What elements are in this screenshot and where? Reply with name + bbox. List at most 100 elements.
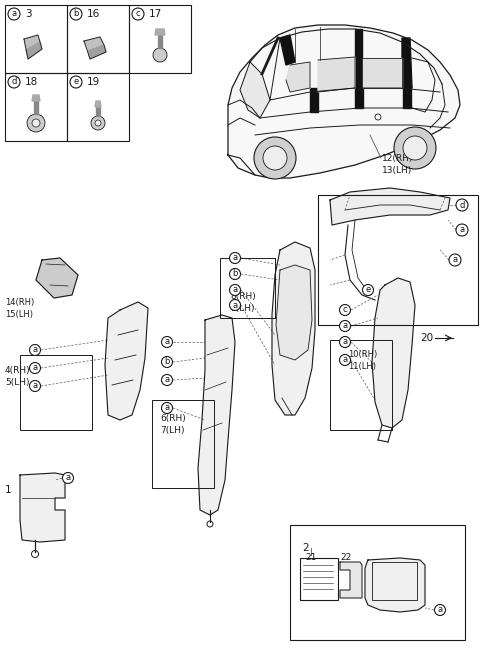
- Circle shape: [29, 344, 40, 356]
- Text: 5(LH): 5(LH): [5, 377, 29, 386]
- Text: b: b: [232, 270, 238, 279]
- Circle shape: [70, 8, 82, 20]
- Bar: [220, 258, 275, 318]
- Text: 18: 18: [25, 77, 38, 87]
- Polygon shape: [228, 25, 460, 178]
- Circle shape: [91, 116, 105, 130]
- Bar: [67, 5, 129, 73]
- Polygon shape: [355, 85, 363, 108]
- Text: 12(RH): 12(RH): [382, 154, 413, 163]
- Text: b: b: [164, 358, 170, 367]
- Polygon shape: [158, 35, 162, 48]
- Text: 14(RH): 14(RH): [5, 298, 34, 306]
- Circle shape: [362, 285, 373, 295]
- Bar: [290, 525, 465, 640]
- Text: a: a: [65, 474, 71, 483]
- Circle shape: [229, 253, 240, 264]
- Circle shape: [70, 76, 82, 88]
- Text: a: a: [165, 375, 169, 384]
- Text: 11(LH): 11(LH): [348, 363, 376, 371]
- Circle shape: [403, 136, 427, 160]
- Polygon shape: [355, 29, 362, 88]
- Circle shape: [394, 127, 436, 169]
- Text: a: a: [453, 255, 457, 264]
- Text: 19: 19: [87, 77, 100, 87]
- Text: 1: 1: [5, 485, 12, 495]
- Polygon shape: [96, 107, 100, 116]
- Circle shape: [456, 199, 468, 211]
- Polygon shape: [318, 57, 355, 92]
- Polygon shape: [240, 62, 270, 118]
- Polygon shape: [276, 265, 312, 360]
- Bar: [129, 5, 191, 73]
- Text: a: a: [232, 253, 238, 262]
- Text: 16: 16: [87, 9, 100, 19]
- Circle shape: [339, 321, 350, 331]
- Polygon shape: [272, 242, 315, 415]
- Text: 7(LH): 7(LH): [160, 426, 184, 434]
- Text: a: a: [342, 321, 348, 331]
- Bar: [5, 5, 67, 73]
- Circle shape: [161, 375, 172, 386]
- Text: 20: 20: [420, 333, 433, 343]
- Circle shape: [62, 472, 73, 483]
- Polygon shape: [280, 35, 295, 65]
- Text: 8(RH): 8(RH): [230, 291, 256, 300]
- Text: 21: 21: [305, 554, 316, 562]
- Text: a: a: [342, 356, 348, 365]
- Polygon shape: [330, 188, 450, 225]
- Polygon shape: [155, 29, 165, 35]
- Text: 9(LH): 9(LH): [230, 304, 254, 312]
- Circle shape: [161, 356, 172, 367]
- Polygon shape: [372, 278, 415, 428]
- Circle shape: [8, 76, 20, 88]
- Circle shape: [132, 8, 144, 20]
- Text: 10(RH): 10(RH): [348, 350, 377, 359]
- Polygon shape: [340, 562, 362, 598]
- Bar: [5, 73, 67, 141]
- Text: a: a: [459, 226, 465, 234]
- Text: c: c: [136, 9, 140, 18]
- Text: a: a: [437, 605, 443, 615]
- Polygon shape: [20, 473, 65, 542]
- Text: a: a: [165, 337, 169, 346]
- Polygon shape: [402, 38, 412, 88]
- Text: 4(RH): 4(RH): [5, 365, 31, 375]
- Polygon shape: [26, 42, 42, 59]
- Circle shape: [263, 146, 287, 170]
- Circle shape: [32, 119, 40, 127]
- Bar: [67, 73, 129, 141]
- Polygon shape: [34, 101, 38, 114]
- Polygon shape: [84, 37, 104, 51]
- Bar: [330, 340, 392, 430]
- Circle shape: [339, 354, 350, 365]
- Polygon shape: [24, 35, 40, 50]
- Text: e: e: [365, 285, 371, 295]
- Polygon shape: [286, 62, 310, 92]
- Polygon shape: [198, 315, 235, 515]
- Polygon shape: [365, 558, 425, 612]
- Circle shape: [339, 337, 350, 348]
- Circle shape: [449, 254, 461, 266]
- Text: a: a: [232, 300, 238, 310]
- Polygon shape: [88, 45, 106, 59]
- Bar: [300, 558, 338, 600]
- Text: 22: 22: [340, 554, 351, 562]
- Polygon shape: [95, 101, 101, 107]
- Text: c: c: [343, 306, 348, 314]
- Circle shape: [434, 604, 445, 615]
- Polygon shape: [32, 95, 40, 101]
- Text: a: a: [33, 382, 37, 390]
- Text: 6(RH): 6(RH): [160, 413, 186, 422]
- Text: a: a: [33, 363, 37, 373]
- Circle shape: [229, 268, 240, 279]
- Text: b: b: [73, 9, 79, 18]
- Circle shape: [229, 300, 240, 310]
- Bar: [318, 195, 478, 325]
- Text: a: a: [12, 9, 17, 18]
- Text: 13(LH): 13(LH): [382, 165, 412, 174]
- Polygon shape: [363, 58, 402, 88]
- Text: d: d: [459, 201, 465, 209]
- Circle shape: [229, 285, 240, 295]
- Circle shape: [27, 114, 45, 132]
